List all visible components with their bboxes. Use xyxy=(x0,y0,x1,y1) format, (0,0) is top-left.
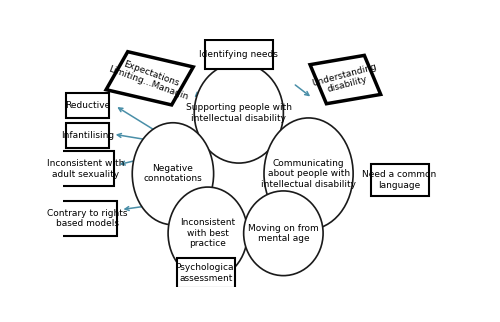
FancyBboxPatch shape xyxy=(205,40,272,69)
Text: Infantilising: Infantilising xyxy=(61,131,114,140)
Text: Communicating
about people with
intellectual disability: Communicating about people with intellec… xyxy=(261,159,356,189)
FancyBboxPatch shape xyxy=(66,93,109,118)
Text: Identifying needs: Identifying needs xyxy=(200,50,278,59)
FancyBboxPatch shape xyxy=(370,164,428,196)
Text: Reductive: Reductive xyxy=(65,101,110,110)
Text: Supporting people with
intellectual disability: Supporting people with intellectual disa… xyxy=(186,103,292,123)
FancyBboxPatch shape xyxy=(310,55,380,104)
Text: Need a common
language: Need a common language xyxy=(362,170,437,190)
FancyBboxPatch shape xyxy=(58,201,117,236)
Ellipse shape xyxy=(168,187,248,279)
Text: Moving on from
mental age: Moving on from mental age xyxy=(248,223,319,243)
Text: Inconsistent with
adult sexuality: Inconsistent with adult sexuality xyxy=(47,159,124,178)
Text: Inconsistent
with best
practice: Inconsistent with best practice xyxy=(180,218,236,248)
Ellipse shape xyxy=(194,63,284,163)
FancyBboxPatch shape xyxy=(58,151,114,186)
Text: Negative
connotations: Negative connotations xyxy=(144,164,203,184)
Ellipse shape xyxy=(132,123,214,225)
Text: Expectations
Limiting…Managin: Expectations Limiting…Managin xyxy=(107,55,192,102)
Text: Contrary to rights
based models: Contrary to rights based models xyxy=(48,209,128,228)
Ellipse shape xyxy=(264,118,353,230)
Text: Psychological
assessment: Psychological assessment xyxy=(176,263,236,283)
Text: Understanding
disability: Understanding disability xyxy=(310,62,380,98)
FancyBboxPatch shape xyxy=(106,52,194,105)
FancyBboxPatch shape xyxy=(66,123,109,148)
FancyBboxPatch shape xyxy=(177,258,235,288)
Ellipse shape xyxy=(244,191,323,276)
